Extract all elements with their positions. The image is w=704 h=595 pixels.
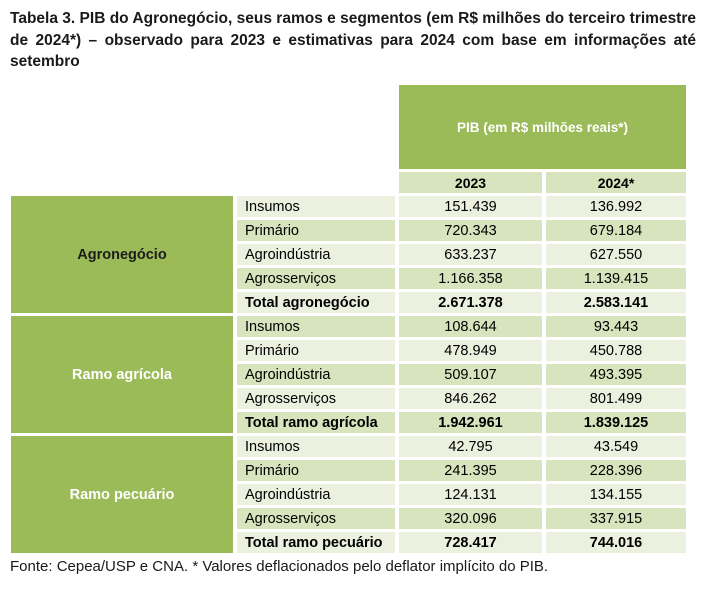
value-2023: 241.395 — [399, 460, 542, 482]
document-page: Tabela 3. PIB do Agronegócio, seus ramos… — [7, 10, 696, 576]
segment-label: Insumos — [237, 316, 395, 338]
table-row: Primário 720.343 679.184 — [11, 220, 686, 242]
value-2024: 337.915 — [546, 508, 686, 530]
value-2024: 450.788 — [546, 340, 686, 362]
total-value-2024: 744.016 — [546, 532, 686, 554]
segment-label: Insumos — [237, 196, 395, 218]
page-title: Tabela 3. PIB do Agronegócio, seus ramos… — [10, 10, 696, 71]
value-2023: 320.096 — [399, 508, 542, 530]
value-2024: 228.396 — [546, 460, 686, 482]
segment-label: Primário — [237, 340, 395, 362]
total-label: Total agronegócio — [237, 292, 395, 314]
group-cell-agronegocio: Agronegócio — [11, 196, 233, 314]
value-2024: 93.443 — [546, 316, 686, 338]
segment-label: Agrosserviços — [237, 268, 395, 290]
table-row: Primário 241.395 228.396 — [11, 460, 686, 482]
total-label: Total ramo agrícola — [237, 412, 395, 434]
segment-label: Primário — [237, 220, 395, 242]
total-value-2024: 1.839.125 — [546, 412, 686, 434]
segment-label: Agrosserviços — [237, 508, 395, 530]
value-2024: 627.550 — [546, 244, 686, 266]
value-2023: 720.343 — [399, 220, 542, 242]
group-cell-ramo-agricola: Ramo agrícola — [11, 316, 233, 434]
table-row: Ramo pecuário Insumos 42.795 43.549 — [11, 436, 686, 554]
total-value-2023: 1.942.961 — [399, 412, 542, 434]
value-2024: 493.395 — [546, 364, 686, 386]
segment-label: Insumos — [237, 436, 395, 458]
value-2023: 478.949 — [399, 340, 542, 362]
value-2023: 42.795 — [399, 436, 542, 458]
value-2024: 679.184 — [546, 220, 686, 242]
table-row: Agronegócio Insumos 151.439 136.992 — [11, 196, 686, 314]
total-label: Total ramo pecuário — [237, 532, 395, 554]
table-row-total: Total ramo pecuário 728.417 744.016 — [11, 532, 686, 554]
table-row: Agroindústria 509.107 493.395 — [11, 364, 686, 386]
value-2023: 124.131 — [399, 484, 542, 506]
table-banner: PIB (em R$ milhões reais*) — [399, 85, 686, 170]
value-2024: 43.549 — [546, 436, 686, 458]
segment-label: Agrosserviços — [237, 388, 395, 410]
pib-table: PIB (em R$ milhões reais*) 2023 2024* Ag… — [7, 82, 690, 556]
table-row: Agrosserviços 1.166.358 1.139.415 — [11, 268, 686, 290]
value-2023: 108.644 — [399, 316, 542, 338]
value-2024: 136.992 — [546, 196, 686, 218]
table-row-total: Total agronegócio 2.671.378 2.583.141 — [11, 292, 686, 314]
segment-label: Primário — [237, 460, 395, 482]
table-row: Agrosserviços 846.262 801.499 — [11, 388, 686, 410]
total-value-2023: 728.417 — [399, 532, 542, 554]
segment-label: Agroindústria — [237, 244, 395, 266]
value-2024: 801.499 — [546, 388, 686, 410]
value-2023: 151.439 — [399, 196, 542, 218]
value-2023: 633.237 — [399, 244, 542, 266]
table-row: Primário 478.949 450.788 — [11, 340, 686, 362]
value-2023: 1.166.358 — [399, 268, 542, 290]
segment-label: Agroindústria — [237, 364, 395, 386]
col-header-2023: 2023 — [399, 172, 542, 194]
banner-row: PIB (em R$ milhões reais*) — [11, 85, 686, 170]
value-2023: 509.107 — [399, 364, 542, 386]
total-value-2024: 2.583.141 — [546, 292, 686, 314]
value-2024: 134.155 — [546, 484, 686, 506]
value-2023: 846.262 — [399, 388, 542, 410]
group-cell-ramo-pecuario: Ramo pecuário — [11, 436, 233, 554]
year-header-row: 2023 2024* — [11, 172, 686, 194]
table-corner-spacer — [11, 85, 395, 193]
col-header-2024: 2024* — [546, 172, 686, 194]
table-row: Agroindústria 124.131 134.155 — [11, 484, 686, 506]
table-row-total: Total ramo agrícola 1.942.961 1.839.125 — [11, 412, 686, 434]
table-row: Ramo agrícola Insumos 108.644 93.443 — [11, 316, 686, 434]
table-row: Agrosserviços 320.096 337.915 — [11, 508, 686, 530]
source-note: Fonte: Cepea/USP e CNA. * Valores deflac… — [10, 558, 549, 576]
total-value-2023: 2.671.378 — [399, 292, 542, 314]
value-2024: 1.139.415 — [546, 268, 686, 290]
segment-label: Agroindústria — [237, 484, 395, 506]
table-row: Agroindústria 633.237 627.550 — [11, 244, 686, 266]
